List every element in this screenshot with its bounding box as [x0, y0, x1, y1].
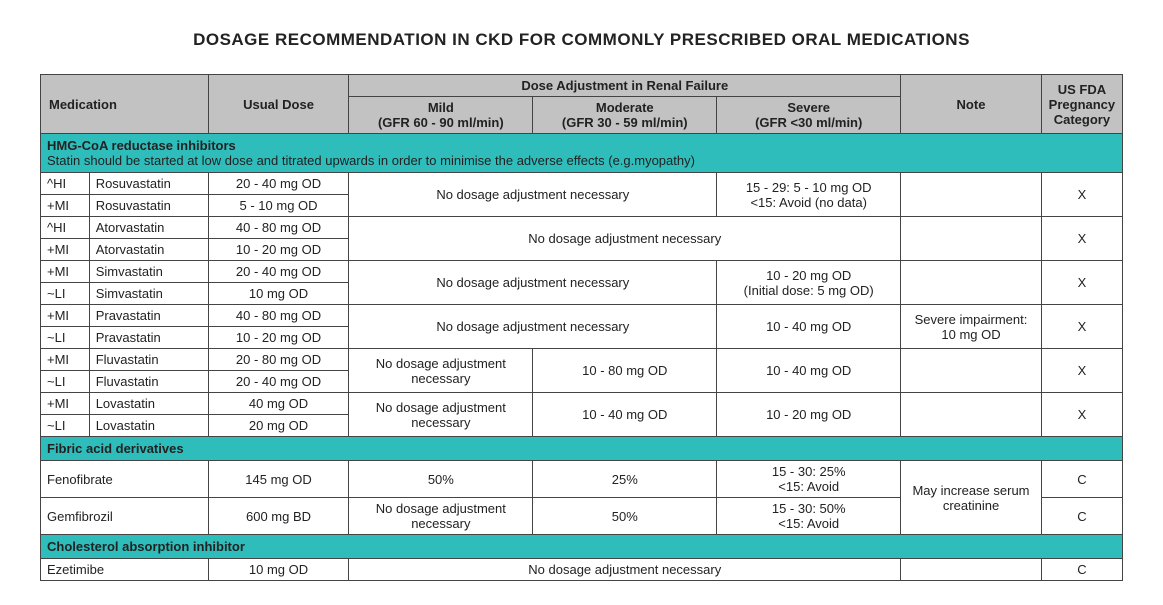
col-mild: Mild(GFR 60 - 90 ml/min)	[349, 97, 533, 134]
table-row: ^HI Rosuvastatin 20 - 40 mg OD No dosage…	[41, 173, 1123, 195]
col-moderate: Moderate(GFR 30 - 59 ml/min)	[533, 97, 717, 134]
col-severe: Severe(GFR <30 ml/min)	[717, 97, 901, 134]
table-row: +MI Lovastatin 40 mg OD No dosage adjust…	[41, 393, 1123, 415]
dosage-table: Medication Usual Dose Dose Adjustment in…	[40, 74, 1123, 581]
table-row: +MI Simvastatin 20 - 40 mg OD No dosage …	[41, 261, 1123, 283]
col-medication: Medication	[41, 75, 209, 134]
section-cholesterol: Cholesterol absorption inhibitor	[41, 535, 1123, 559]
col-dose-adj: Dose Adjustment in Renal Failure	[349, 75, 901, 97]
page-title: DOSAGE RECOMMENDATION IN CKD FOR COMMONL…	[40, 30, 1123, 50]
table-row: Fenofibrate 145 mg OD 50% 25% 15 - 30: 2…	[41, 461, 1123, 498]
section-hmgcoa: HMG-CoA reductase inhibitorsStatin shoul…	[41, 134, 1123, 173]
table-row: Ezetimibe 10 mg OD No dosage adjustment …	[41, 559, 1123, 581]
table-row: +MI Fluvastatin 20 - 80 mg OD No dosage …	[41, 349, 1123, 371]
table-row: +MI Pravastatin 40 - 80 mg OD No dosage …	[41, 305, 1123, 327]
section-fibric: Fibric acid derivatives	[41, 437, 1123, 461]
col-note: Note	[901, 75, 1042, 134]
table-row: ^HI Atorvastatin 40 - 80 mg OD No dosage…	[41, 217, 1123, 239]
col-usual-dose: Usual Dose	[208, 75, 349, 134]
col-fda: US FDA Pregnancy Category	[1041, 75, 1122, 134]
